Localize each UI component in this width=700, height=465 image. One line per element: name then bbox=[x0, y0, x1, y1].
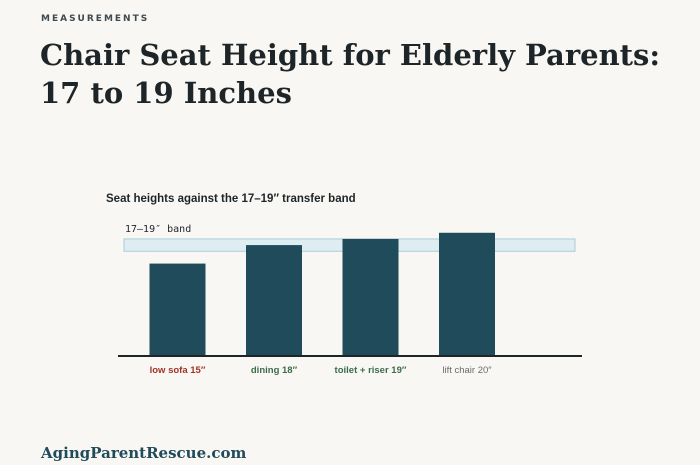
x-tick-labels: low sofa 15″ dining 18″ toilet + riser 19″… bbox=[150, 365, 493, 376]
bar-2 bbox=[246, 245, 302, 356]
band-label: 17–19″ band bbox=[125, 224, 191, 235]
x-tick-label-3: toilet + riser 19″ bbox=[335, 365, 407, 376]
bar-group bbox=[149, 232, 495, 356]
x-tick-label-2: dining 18″ bbox=[251, 365, 298, 376]
bar-4 bbox=[439, 232, 495, 356]
chart-title: Seat heights against the 17–19″ transfer… bbox=[106, 193, 356, 205]
page-title: Chair Seat Height for Elderly Parents: 1… bbox=[40, 38, 661, 110]
eyebrow: MEASUREMENTS bbox=[41, 14, 150, 24]
x-tick-label-4: lift chair 20″ bbox=[442, 365, 492, 376]
bar-3 bbox=[342, 238, 399, 356]
bar-1 bbox=[149, 263, 206, 356]
x-tick-label-1: low sofa 15″ bbox=[150, 365, 206, 376]
site-footer: AgingParentRescue.com bbox=[41, 444, 247, 462]
